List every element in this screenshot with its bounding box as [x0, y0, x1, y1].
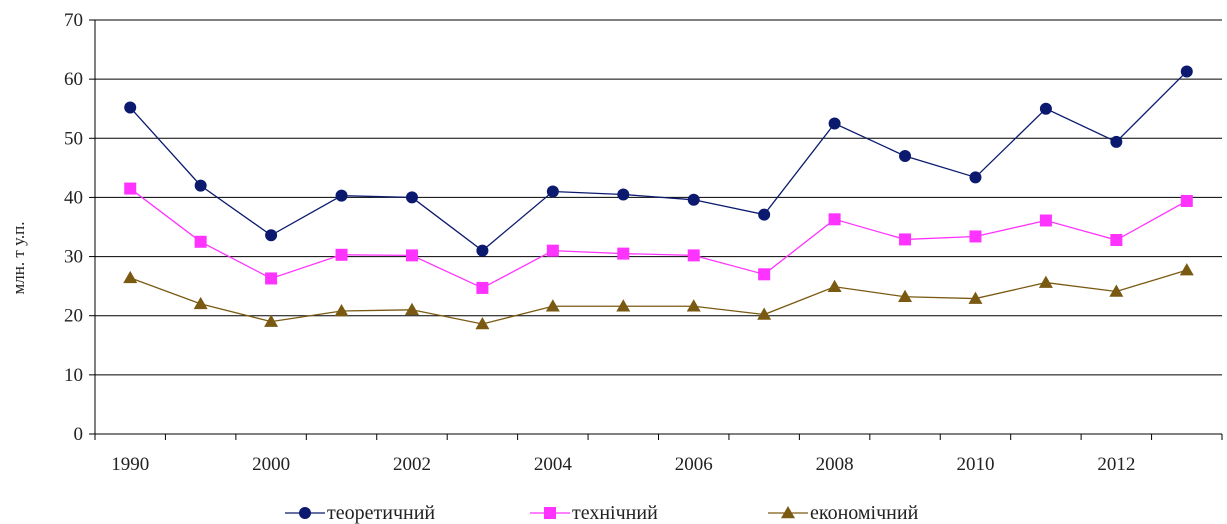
legend-marker	[544, 507, 556, 519]
data-point	[1180, 65, 1193, 78]
data-point	[1038, 275, 1053, 288]
data-point	[616, 299, 631, 312]
legend-label: теоретичний	[327, 502, 435, 524]
x-tick-label: 1990	[111, 454, 149, 475]
y-tick-label: 60	[64, 69, 83, 90]
data-point	[899, 150, 912, 163]
data-point	[1180, 194, 1193, 207]
data-point	[123, 270, 138, 284]
data-point	[1110, 234, 1123, 247]
data-point	[124, 182, 137, 195]
data-point	[405, 249, 418, 262]
data-point	[546, 244, 559, 257]
data-point	[686, 299, 701, 312]
data-point	[476, 244, 489, 257]
data-point	[405, 191, 418, 204]
data-point	[475, 316, 490, 330]
data-point	[617, 188, 630, 201]
legend-item: технічний	[530, 502, 658, 524]
data-point	[545, 299, 560, 312]
grid-lines	[95, 19, 1222, 376]
data-point	[899, 233, 912, 246]
y-axis-title: млн. т у.п.	[9, 222, 28, 295]
y-tick-label: 20	[64, 306, 83, 327]
data-point	[1039, 214, 1052, 227]
series-line	[129, 70, 1188, 252]
series-1	[124, 65, 1193, 257]
data-point	[1109, 284, 1124, 297]
series-group	[123, 65, 1194, 330]
y-tick-label: 50	[64, 128, 83, 149]
series-3	[123, 263, 1194, 330]
data-point	[758, 208, 771, 221]
data-point	[828, 213, 841, 226]
data-point	[969, 230, 982, 243]
series-line	[129, 269, 1187, 325]
data-point	[758, 268, 771, 281]
x-tick-label: 2002	[393, 454, 431, 475]
x-tick-label: 2008	[816, 454, 854, 475]
x-tick-label: 2012	[1097, 454, 1135, 475]
legend-label: технічний	[572, 502, 658, 524]
y-tick-label: 0	[74, 424, 84, 445]
data-point	[265, 229, 278, 242]
data-point	[687, 249, 700, 262]
y-tick-label: 10	[64, 365, 83, 386]
data-point	[335, 189, 348, 202]
data-point	[617, 247, 630, 260]
series-2	[124, 182, 1193, 294]
data-point	[194, 235, 207, 248]
data-point	[968, 291, 983, 304]
legend: теоретичний технічний економічний	[285, 502, 919, 524]
y-tick-label: 30	[64, 247, 83, 268]
data-point	[194, 179, 207, 192]
data-point	[193, 296, 208, 310]
legend-label: економічний	[810, 502, 919, 524]
data-point	[335, 248, 348, 261]
data-point	[124, 101, 137, 114]
data-point	[757, 307, 772, 320]
data-point	[1039, 102, 1052, 115]
x-tick-label: 2006	[675, 454, 713, 475]
data-point	[969, 171, 982, 184]
data-point	[546, 185, 559, 198]
legend-item: економічний	[768, 502, 919, 524]
y-tick-label: 40	[64, 187, 83, 208]
data-point	[1179, 263, 1194, 276]
legend-marker	[299, 507, 311, 519]
data-point	[334, 303, 349, 317]
x-tick-label: 2010	[956, 454, 994, 475]
data-point	[404, 302, 419, 316]
x-tick-label: 2000	[252, 454, 290, 475]
data-point	[1110, 135, 1123, 148]
data-point	[265, 272, 278, 285]
legend-item: теоретичний	[285, 502, 435, 524]
data-point	[264, 314, 279, 327]
data-point	[828, 117, 841, 130]
legend-marker	[781, 506, 795, 519]
data-point	[476, 281, 489, 294]
data-point	[898, 289, 913, 303]
data-point	[687, 193, 700, 206]
axes: 0 10 20 30 40 50 60 70 1990 2000 2002 2004 2006 2008 2…	[64, 10, 1223, 475]
series-line	[129, 188, 1188, 289]
data-point	[827, 279, 842, 292]
x-tick-label: 2004	[534, 454, 573, 475]
y-tick-label: 70	[64, 10, 83, 31]
